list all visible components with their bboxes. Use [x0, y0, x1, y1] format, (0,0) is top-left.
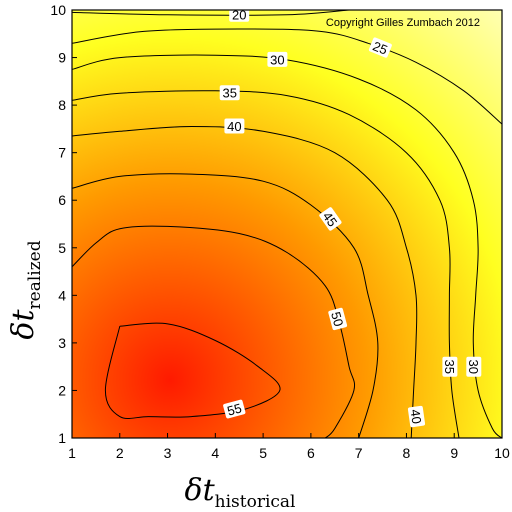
x-tick-label: 8 — [403, 445, 411, 461]
y-tick-label: 6 — [58, 192, 66, 208]
copyright-annotation: Copyright Gilles Zumbach 2012 — [326, 17, 480, 29]
contour-label-text: 50 — [328, 310, 346, 328]
contour-label-bg — [442, 356, 458, 377]
contour-label-bg — [219, 85, 240, 101]
contour-label-text: 30 — [270, 52, 284, 67]
contour-label-55: 55 — [223, 399, 246, 419]
contour-label-30: 30 — [267, 51, 288, 67]
contour-label-45: 45 — [319, 207, 342, 231]
contour-label-text: 35 — [222, 86, 236, 101]
contour-label-text: 20 — [232, 7, 246, 22]
x-tick-label: 5 — [259, 445, 267, 461]
contour-line-50 — [72, 225, 355, 438]
x-axis-label-sub: historical — [215, 492, 296, 512]
y-tick-label: 1 — [58, 430, 66, 446]
contour-label-text: 45 — [320, 209, 341, 229]
contour-label-bg — [407, 405, 426, 428]
contour-label-bg — [319, 207, 342, 231]
x-tick-label: 1 — [68, 445, 76, 461]
contour-line-35 — [72, 90, 460, 438]
contour-label-35: 35 — [442, 356, 458, 377]
y-tick-label: 3 — [58, 335, 66, 351]
contour-label-text: 35 — [442, 359, 457, 373]
y-tick-label: 10 — [50, 2, 66, 18]
x-tick-label: 9 — [450, 445, 458, 461]
y-axis-label: δtrealized — [6, 240, 45, 339]
contour-label-bg — [328, 307, 348, 331]
contour-label-text: 30 — [466, 359, 481, 373]
x-tick-label: 10 — [494, 445, 510, 461]
contour-label-bg — [267, 51, 288, 67]
contour-label-text: 40 — [408, 408, 425, 424]
contour-label-bg — [224, 118, 245, 134]
plot-frame — [71, 9, 503, 439]
contour-line-20 — [72, 10, 350, 16]
y-tick-label: 4 — [58, 287, 66, 303]
y-tick-label: 2 — [58, 382, 66, 398]
contour-label-bg — [368, 37, 392, 58]
contour-label-50: 50 — [328, 307, 348, 331]
x-tick-label: 7 — [355, 445, 363, 461]
contour-label-text: 55 — [225, 400, 243, 418]
x-tick-label: 2 — [116, 445, 124, 461]
y-tick-label: 7 — [58, 145, 66, 161]
contour-line-30 — [72, 54, 502, 438]
y-tick-label: 9 — [58, 50, 66, 66]
contour-line-40 — [72, 125, 418, 438]
contour-label-text: 40 — [227, 119, 241, 134]
contour-label-bg — [223, 399, 246, 419]
contour-label-text: 25 — [371, 38, 390, 57]
contour-label-40: 40 — [407, 405, 426, 428]
y-axis-label-sub: realized — [25, 240, 45, 309]
contour-label-30: 30 — [466, 356, 482, 377]
contour-label-40: 40 — [224, 118, 245, 134]
heatmap-surface — [72, 10, 502, 438]
x-tick-label: 4 — [211, 445, 219, 461]
contour-label-25: 25 — [368, 37, 392, 58]
contour-label-35: 35 — [219, 85, 240, 101]
y-tick-label: 8 — [58, 97, 66, 113]
contour-line-25 — [72, 28, 502, 125]
x-axis-label: δthistorical — [185, 473, 296, 512]
contour-labels: 20 25 30 30 35 35 40 40 45 50 55 — [219, 6, 482, 428]
y-axis-label-main: δt — [6, 309, 41, 340]
y-tick-label: 5 — [58, 240, 66, 256]
x-tick-label: 3 — [164, 445, 172, 461]
contour-label-bg — [466, 356, 482, 377]
x-axis-label-main: δt — [185, 473, 216, 508]
contour-label-20: 20 — [229, 6, 250, 22]
x-tick-label: 6 — [307, 445, 315, 461]
